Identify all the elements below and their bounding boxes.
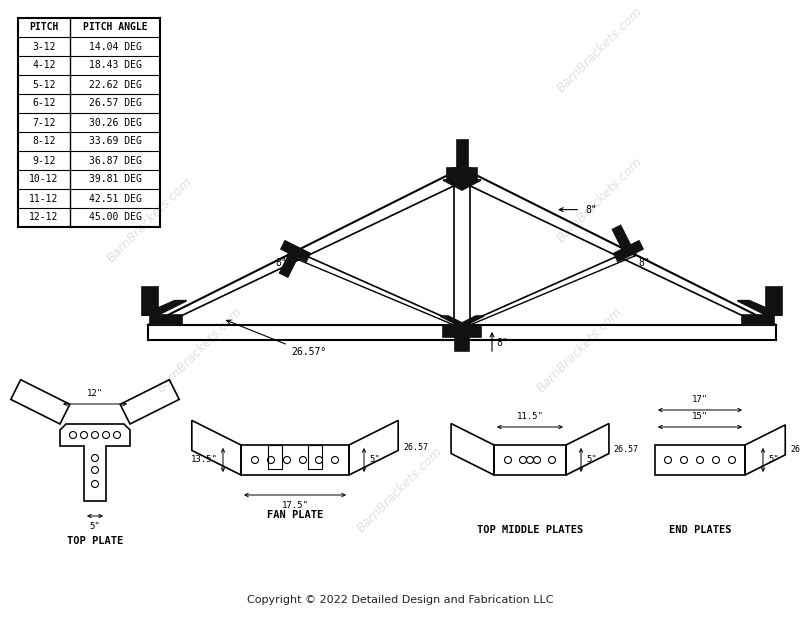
Polygon shape	[455, 337, 469, 351]
Text: 14.04 DEG: 14.04 DEG	[89, 41, 142, 51]
Text: END PLATES: END PLATES	[669, 525, 731, 535]
Text: TOP PLATE: TOP PLATE	[67, 536, 123, 546]
Text: 17.5": 17.5"	[282, 501, 309, 510]
Text: 12-12: 12-12	[30, 213, 58, 222]
Polygon shape	[142, 287, 158, 315]
Text: 42.51 DEG: 42.51 DEG	[89, 193, 142, 203]
Text: 17": 17"	[692, 395, 708, 404]
Text: 6-12: 6-12	[32, 98, 56, 109]
Polygon shape	[150, 315, 182, 325]
Text: Copyright © 2022 Detailed Design and Fabrication LLC: Copyright © 2022 Detailed Design and Fab…	[246, 595, 554, 605]
Polygon shape	[443, 325, 481, 337]
Text: 5": 5"	[90, 522, 100, 531]
Polygon shape	[613, 226, 630, 249]
Text: 26.57: 26.57	[403, 443, 428, 452]
Text: 26.57: 26.57	[614, 445, 639, 454]
Text: 15": 15"	[692, 412, 708, 421]
Text: BarnBrackets.com: BarnBrackets.com	[105, 175, 195, 265]
Text: TOP MIDDLE PLATES: TOP MIDDLE PLATES	[477, 525, 583, 535]
Polygon shape	[742, 315, 774, 325]
Polygon shape	[766, 287, 782, 315]
Text: 9-12: 9-12	[32, 156, 56, 166]
Text: 11.5": 11.5"	[517, 412, 543, 421]
Polygon shape	[614, 241, 643, 261]
Polygon shape	[281, 241, 310, 261]
Text: 12": 12"	[87, 389, 103, 398]
Text: 5": 5"	[586, 455, 597, 465]
Text: 8": 8"	[276, 258, 287, 268]
Polygon shape	[443, 180, 481, 190]
Text: BarnBrackets.com: BarnBrackets.com	[555, 155, 645, 245]
Text: 26.57: 26.57	[790, 446, 800, 454]
Text: 4-12: 4-12	[32, 61, 56, 70]
Text: 8-12: 8-12	[32, 137, 56, 146]
Text: 33.69 DEG: 33.69 DEG	[89, 137, 142, 146]
Text: 10-12: 10-12	[30, 174, 58, 185]
Text: 5": 5"	[768, 455, 778, 465]
Text: 8": 8"	[638, 258, 650, 268]
Text: 36.87 DEG: 36.87 DEG	[89, 156, 142, 166]
Text: 3-12: 3-12	[32, 41, 56, 51]
Text: BarnBrackets.com: BarnBrackets.com	[155, 305, 245, 395]
Polygon shape	[280, 253, 298, 277]
Text: 7-12: 7-12	[32, 117, 56, 127]
Text: PITCH ANGLE: PITCH ANGLE	[82, 22, 147, 33]
Polygon shape	[268, 445, 282, 469]
Text: 39.81 DEG: 39.81 DEG	[89, 174, 142, 185]
Text: 30.26 DEG: 30.26 DEG	[89, 117, 142, 127]
Text: 26.57°: 26.57°	[291, 347, 326, 357]
Text: BarnBrackets.com: BarnBrackets.com	[555, 5, 645, 95]
Text: 22.62 DEG: 22.62 DEG	[89, 80, 142, 90]
Text: 8": 8"	[586, 205, 597, 214]
Text: 5": 5"	[369, 455, 380, 465]
Text: 18.43 DEG: 18.43 DEG	[89, 61, 142, 70]
Polygon shape	[447, 168, 477, 180]
Polygon shape	[308, 445, 322, 469]
Text: BarnBrackets.com: BarnBrackets.com	[355, 445, 445, 535]
Text: 11-12: 11-12	[30, 193, 58, 203]
Text: 45.00 DEG: 45.00 DEG	[89, 213, 142, 222]
Polygon shape	[142, 301, 186, 315]
Text: BarnBrackets.com: BarnBrackets.com	[535, 305, 625, 395]
Polygon shape	[738, 301, 782, 315]
Text: 8": 8"	[496, 338, 508, 348]
Text: 5-12: 5-12	[32, 80, 56, 90]
Text: 13.5": 13.5"	[191, 455, 218, 465]
Text: PITCH: PITCH	[30, 22, 58, 33]
Text: 26.57 DEG: 26.57 DEG	[89, 98, 142, 109]
Polygon shape	[458, 316, 484, 325]
Polygon shape	[440, 316, 466, 325]
Polygon shape	[457, 140, 467, 168]
Text: FAN PLATE: FAN PLATE	[267, 510, 323, 520]
